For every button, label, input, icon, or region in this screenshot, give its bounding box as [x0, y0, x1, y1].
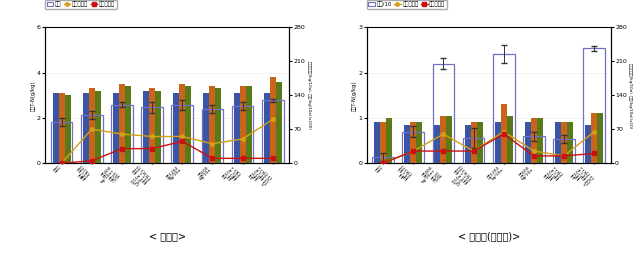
Bar — [149, 88, 155, 163]
Bar — [203, 93, 210, 163]
Bar — [231, 106, 253, 163]
Bar — [262, 100, 284, 163]
Bar — [233, 93, 240, 163]
Bar — [537, 118, 543, 163]
Bar — [185, 86, 192, 163]
Bar — [215, 88, 221, 163]
Bar — [81, 115, 103, 163]
Bar — [141, 107, 163, 163]
Bar — [240, 86, 246, 163]
Bar — [440, 116, 446, 163]
Bar — [523, 137, 545, 163]
Bar — [567, 122, 573, 163]
Bar — [433, 64, 455, 163]
Bar — [64, 95, 71, 163]
Bar — [374, 122, 380, 163]
Text: < 사양토(석비례)>: < 사양토(석비례)> — [458, 231, 520, 241]
Bar — [95, 91, 101, 163]
Bar — [463, 138, 484, 163]
Bar — [270, 77, 276, 163]
Bar — [179, 84, 185, 163]
Bar — [380, 122, 386, 163]
Bar — [246, 86, 251, 163]
Y-axis label: 토양T-N(g/kg): 토양T-N(g/kg) — [30, 80, 35, 110]
Bar — [597, 113, 603, 163]
Bar — [111, 105, 133, 163]
Text: < 식양토>: < 식양토> — [149, 231, 186, 241]
Bar — [561, 122, 567, 163]
Legend: 구중, 질소시용량, 질소이용율: 구중, 질소시용량, 질소이용율 — [45, 0, 117, 9]
Bar — [372, 157, 394, 163]
Legend: 구중/10, 질소시용량, 질소이용율: 구중/10, 질소시용량, 질소이용율 — [367, 0, 447, 9]
Bar — [386, 118, 392, 163]
Bar — [83, 93, 89, 163]
Bar — [264, 93, 270, 163]
Y-axis label: 질소시용량(kg/10a), 구중(kg/10a)(x10): 질소시용량(kg/10a), 구중(kg/10a)(x10) — [628, 63, 632, 128]
Bar — [476, 122, 483, 163]
Bar — [119, 84, 125, 163]
Bar — [173, 93, 179, 163]
Bar — [493, 54, 514, 163]
Bar — [464, 125, 471, 163]
Y-axis label: 토양T-N(g/kg): 토양T-N(g/kg) — [352, 80, 357, 110]
Bar — [59, 93, 64, 163]
Bar — [446, 116, 453, 163]
Bar — [553, 139, 575, 163]
Bar — [404, 125, 410, 163]
Bar — [403, 132, 424, 163]
Bar — [531, 118, 537, 163]
Bar — [210, 86, 215, 163]
Bar — [125, 86, 131, 163]
Bar — [276, 82, 282, 163]
Bar — [410, 122, 416, 163]
Bar — [507, 116, 513, 163]
Bar — [51, 122, 73, 163]
Bar — [155, 91, 161, 163]
Bar — [435, 125, 440, 163]
Bar — [494, 122, 501, 163]
Y-axis label: 질소시용량(kg/10a), 구중(kg/10a)(x100): 질소시용량(kg/10a), 구중(kg/10a)(x100) — [307, 61, 311, 129]
Bar — [471, 122, 476, 163]
Bar — [583, 48, 605, 163]
Bar — [201, 109, 223, 163]
Bar — [89, 88, 95, 163]
Bar — [555, 122, 561, 163]
Bar — [113, 93, 119, 163]
Bar — [416, 122, 422, 163]
Bar — [585, 125, 592, 163]
Bar — [172, 105, 193, 163]
Bar — [53, 93, 59, 163]
Bar — [525, 122, 531, 163]
Bar — [501, 104, 507, 163]
Bar — [143, 91, 149, 163]
Bar — [592, 113, 597, 163]
